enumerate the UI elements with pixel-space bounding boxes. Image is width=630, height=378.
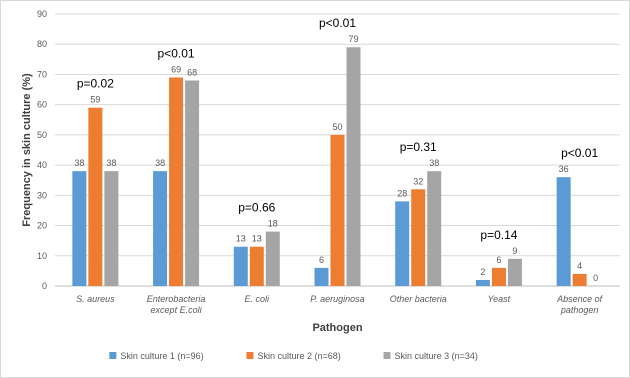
data-label: 36 xyxy=(559,164,569,174)
legend-label: Skin culture 2 (n=68) xyxy=(257,351,340,361)
y-axis-title: Frequency in skin culture (%) xyxy=(21,73,33,227)
x-tick-label: except E.coli xyxy=(151,305,203,315)
bar xyxy=(346,47,361,286)
bar xyxy=(265,231,280,286)
bar xyxy=(185,80,200,286)
data-label: 68 xyxy=(187,67,197,77)
x-tick-label: E. coli xyxy=(245,294,271,304)
p-value-annotation: p=0.02 xyxy=(77,77,114,91)
p-value-annotation: p<0.01 xyxy=(319,16,356,30)
bar xyxy=(475,279,490,286)
x-axis-title: Pathogen xyxy=(312,322,362,334)
p-value-annotation: p=0.14 xyxy=(480,228,517,242)
y-tick-label: 90 xyxy=(37,9,47,19)
bar xyxy=(104,171,119,286)
x-tick-label: Other bacteria xyxy=(390,294,447,304)
legend-label: Skin culture 1 (n=96) xyxy=(120,351,203,361)
legend-label: Skin culture 3 (n=34) xyxy=(395,351,478,361)
x-tick-label: Enterobacteria xyxy=(147,294,206,304)
data-label: 6 xyxy=(496,255,501,265)
data-label: 38 xyxy=(74,158,84,168)
x-tick-label: S. aureus xyxy=(76,294,115,304)
bar xyxy=(169,77,184,286)
data-label: 38 xyxy=(155,158,165,168)
y-tick-label: 30 xyxy=(37,190,47,200)
y-tick-label: 20 xyxy=(37,221,47,231)
p-value-annotation: p<0.01 xyxy=(561,146,598,160)
legend-swatch xyxy=(383,352,391,359)
y-tick-label: 10 xyxy=(37,251,47,261)
bar xyxy=(153,171,168,286)
bar xyxy=(491,267,506,286)
data-label: 6 xyxy=(319,255,324,265)
bar xyxy=(88,107,103,286)
bar xyxy=(314,267,329,286)
data-label: 32 xyxy=(413,176,423,186)
data-label: 13 xyxy=(252,234,262,244)
bar xyxy=(411,189,426,286)
x-tick-label: Absence of xyxy=(556,294,604,304)
bar xyxy=(330,134,345,286)
p-value-annotation: p=0.31 xyxy=(400,140,437,154)
bar xyxy=(395,201,410,286)
x-tick-label: Yeast xyxy=(488,294,511,304)
bar xyxy=(556,177,571,286)
data-label: 69 xyxy=(171,64,181,74)
legend-swatch xyxy=(109,352,117,359)
data-label: 50 xyxy=(332,122,342,132)
data-label: 2 xyxy=(480,267,485,277)
x-tick-label: pathogen xyxy=(560,305,599,315)
data-label: 4 xyxy=(577,261,582,271)
bar xyxy=(72,171,87,286)
bar xyxy=(233,246,248,286)
data-label: 13 xyxy=(236,234,246,244)
data-label: 28 xyxy=(397,188,407,198)
p-value-annotation: p<0.01 xyxy=(158,46,195,60)
x-tick-label: P. aeruginosa xyxy=(310,294,364,304)
data-label: 38 xyxy=(429,158,439,168)
data-label: 0 xyxy=(593,273,598,283)
data-label: 79 xyxy=(348,34,358,44)
data-label: 9 xyxy=(512,246,517,256)
data-label: 18 xyxy=(268,219,278,229)
y-tick-label: 70 xyxy=(37,69,47,79)
y-tick-label: 80 xyxy=(37,39,47,49)
y-tick-label: 40 xyxy=(37,160,47,170)
y-tick-label: 50 xyxy=(37,130,47,140)
bar xyxy=(427,171,442,286)
data-label: 38 xyxy=(106,158,116,168)
bar xyxy=(507,258,522,286)
y-tick-label: 60 xyxy=(37,100,47,110)
legend-swatch xyxy=(246,352,254,359)
data-label: 59 xyxy=(90,95,100,105)
y-tick-label: 0 xyxy=(42,281,47,291)
p-value-annotation: p=0.66 xyxy=(238,201,275,215)
bar xyxy=(249,246,264,286)
bar xyxy=(572,273,587,286)
